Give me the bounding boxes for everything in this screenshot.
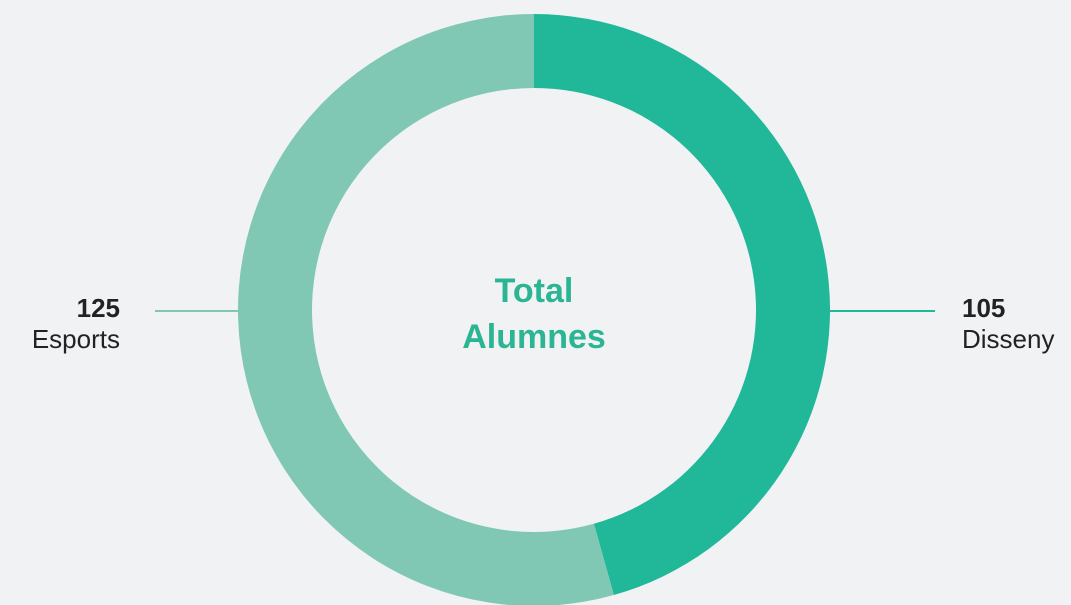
category-label: Esports bbox=[32, 324, 120, 354]
value-label: 105 bbox=[962, 293, 1005, 323]
center-title-box: Total Alumnes Escola bbox=[462, 272, 606, 356]
category-label: Disseny bbox=[962, 324, 1054, 354]
donut-segment bbox=[238, 14, 614, 605]
donut-segment bbox=[534, 14, 831, 596]
chart-title: Total Alumnes Escola bbox=[462, 272, 606, 356]
value-label: 125 bbox=[77, 293, 120, 323]
